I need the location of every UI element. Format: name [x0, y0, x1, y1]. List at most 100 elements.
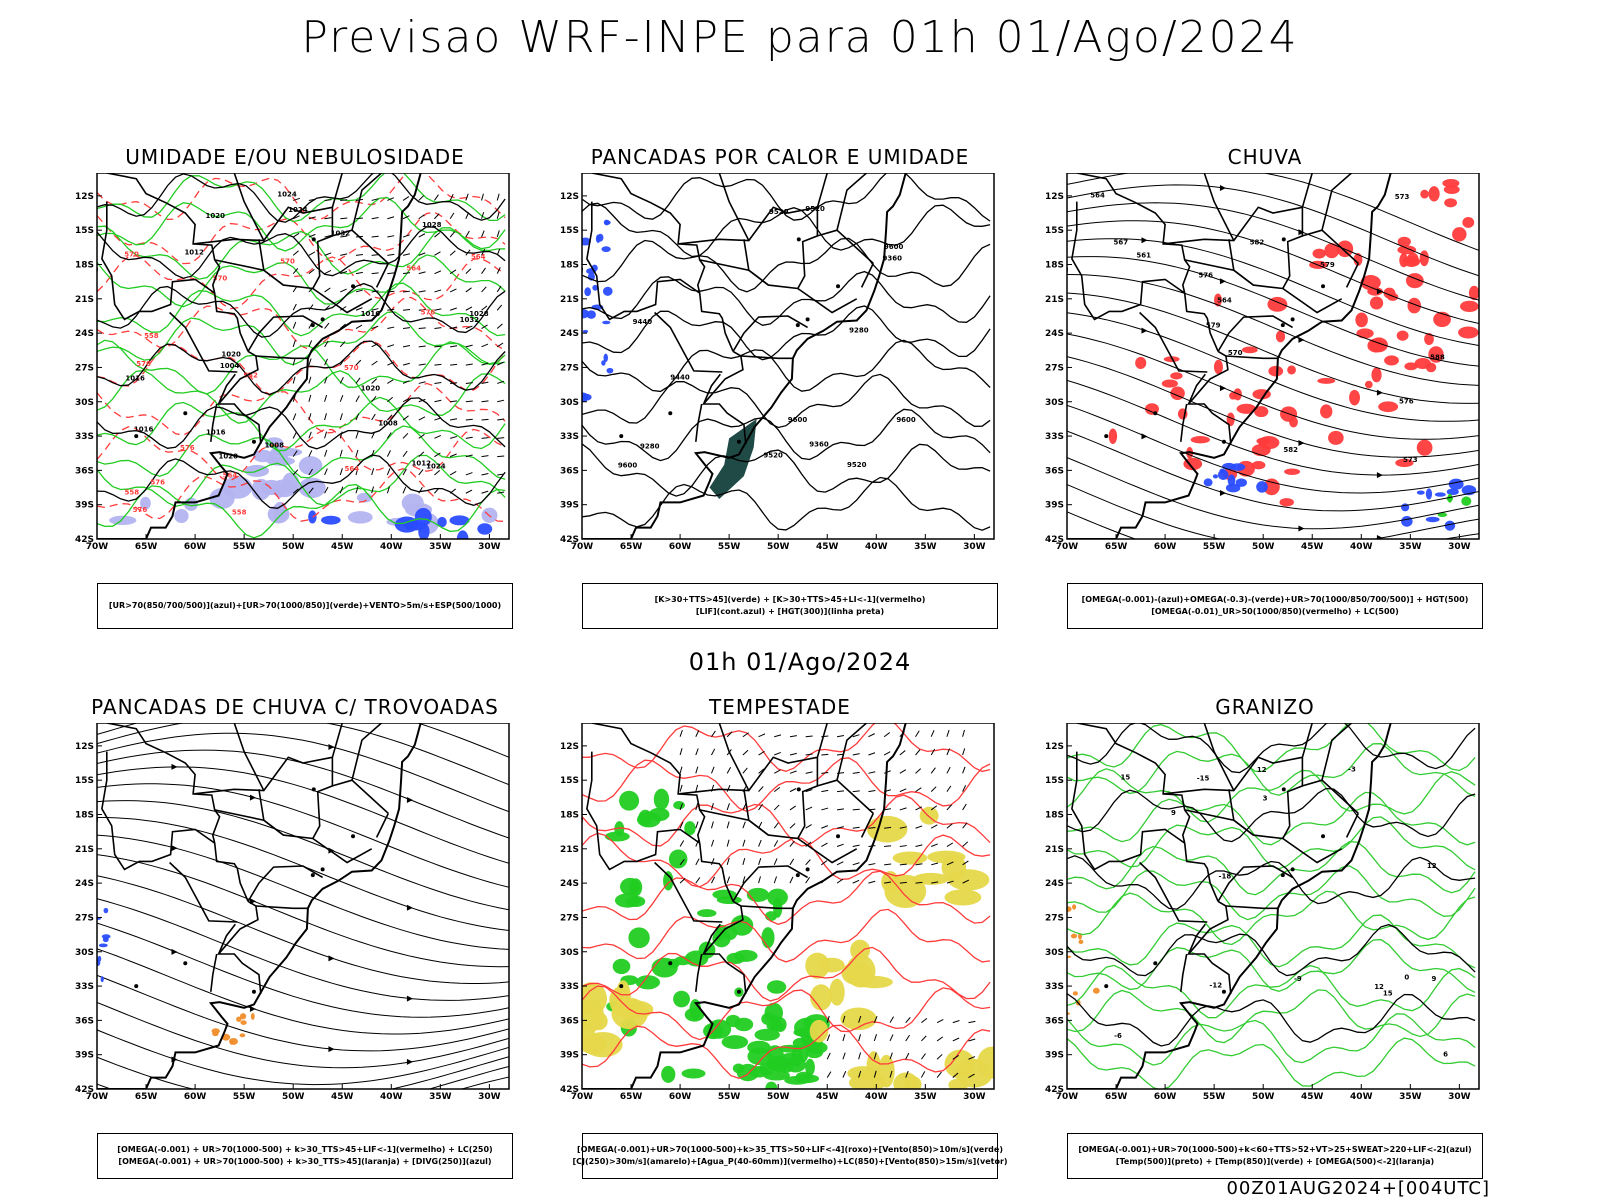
border-line: [255, 905, 308, 910]
coastline: [97, 723, 422, 1089]
contour-line: [97, 382, 506, 436]
wind-vector: [952, 1020, 960, 1024]
wind-vector: [873, 1052, 877, 1060]
wind-vector: [449, 250, 456, 256]
streamline: [97, 1056, 509, 1089]
wind-vector: [465, 306, 473, 311]
y-tick-label: 18S: [560, 811, 579, 821]
wind-vector: [371, 378, 378, 384]
wind-vector: [308, 340, 313, 348]
wind-vector: [481, 248, 486, 256]
y-tick-label: 18S: [560, 261, 579, 271]
wind-vector: [386, 432, 392, 439]
shaded-cell: [1213, 293, 1222, 307]
y-tick-label: 39S: [1045, 1051, 1064, 1061]
lake-mark: [134, 434, 139, 439]
x-tick-label: 30W: [963, 1092, 986, 1102]
y-tick-label: 18S: [1045, 261, 1064, 271]
x-tick-label: 60W: [669, 1092, 692, 1102]
x-tick-label: 70W: [571, 1092, 594, 1102]
shaded-cell: [673, 801, 685, 810]
border-line: [106, 723, 221, 844]
lake-mark: [320, 867, 325, 872]
contour-label: 576: [150, 478, 165, 486]
wind-vector: [292, 376, 296, 384]
shaded-cell: [1395, 458, 1414, 468]
lake-mark: [619, 984, 624, 989]
x-tick-label: 65W: [135, 1092, 158, 1102]
wind-vector: [758, 858, 762, 865]
wind-vector: [449, 212, 455, 220]
contour-label: -6: [1114, 1032, 1122, 1040]
wind-vector: [742, 839, 746, 847]
wind-vector: [773, 822, 779, 829]
wind-vector: [852, 879, 860, 884]
x-tick-label: 60W: [184, 542, 207, 552]
shaded-cell: [236, 1016, 242, 1022]
x-tick-label: 50W: [282, 542, 305, 552]
shaded-cell: [1443, 185, 1460, 195]
shaded-cell: [298, 477, 326, 498]
wind-vector: [679, 748, 683, 756]
contour-label: 9: [1171, 809, 1176, 817]
wind-vector: [450, 345, 458, 348]
border-line: [217, 373, 236, 405]
plot-frame: [1066, 173, 1480, 540]
wind-vector: [481, 437, 489, 439]
contour-label: 570: [213, 275, 228, 283]
plot-area: [582, 723, 994, 1089]
wind-vector: [931, 843, 938, 847]
border-line: [1282, 757, 1304, 839]
x-tick-label: 70W: [86, 542, 109, 552]
wind-vector: [481, 267, 486, 274]
streamline-arrow: [1376, 288, 1383, 295]
wind-vector: [418, 345, 426, 348]
border-line: [1225, 905, 1278, 910]
wind-vector: [930, 805, 938, 811]
shaded-cell: [810, 984, 832, 1011]
wind-vector: [450, 363, 458, 366]
wind-vector: [386, 414, 393, 421]
wind-vector: [868, 752, 876, 756]
y-tick-label: 36S: [560, 1016, 579, 1026]
wind-vector: [930, 748, 936, 756]
border-line: [169, 861, 238, 923]
shaded-cell: [1275, 330, 1286, 343]
shaded-cell: [635, 975, 661, 990]
y-tick-label: 18S: [1045, 811, 1064, 821]
wind-vector: [852, 844, 860, 848]
border-line: [351, 723, 383, 781]
wind-vector: [340, 217, 348, 220]
wind-vector: [773, 804, 780, 811]
wind-vector: [355, 486, 359, 494]
wind-vector: [387, 253, 395, 256]
contour-label: 564: [344, 465, 359, 473]
shaded-cell: [477, 523, 493, 535]
streamline-arrow: [328, 955, 335, 962]
y-tick-label: 21S: [75, 845, 94, 855]
mid-date: 01h 01/Ago/2024: [688, 648, 912, 676]
wind-vector: [899, 750, 906, 756]
map-pancadas-calor: 9600 9600 9600 9600 9520 9520 9520 9520 9440 9440…: [560, 173, 995, 552]
shaded-cell: [601, 246, 611, 253]
contour-line: [97, 211, 506, 265]
wind-vector: [868, 827, 876, 829]
streamline: [1067, 173, 1479, 251]
main-title: Previsao WRF-INPE para 01h 01/Ago/2024: [301, 12, 1299, 63]
wind-vector: [308, 376, 312, 384]
wind-vector: [921, 1035, 927, 1042]
shaded-cell: [763, 1070, 790, 1081]
wind-vector: [742, 857, 746, 865]
contour-label: 576: [180, 444, 195, 452]
wind-vector: [726, 731, 733, 738]
x-tick-label: 70W: [86, 1092, 109, 1102]
wind-vector: [868, 733, 875, 738]
border-line: [258, 789, 284, 836]
wind-vectors: [679, 729, 970, 884]
wind-vector: [292, 358, 296, 366]
wind-vector: [899, 826, 907, 829]
lake-mark: [668, 961, 673, 966]
contour-label: 3: [1263, 794, 1268, 802]
border-line: [106, 173, 221, 294]
streamline-arrow: [1141, 433, 1148, 440]
